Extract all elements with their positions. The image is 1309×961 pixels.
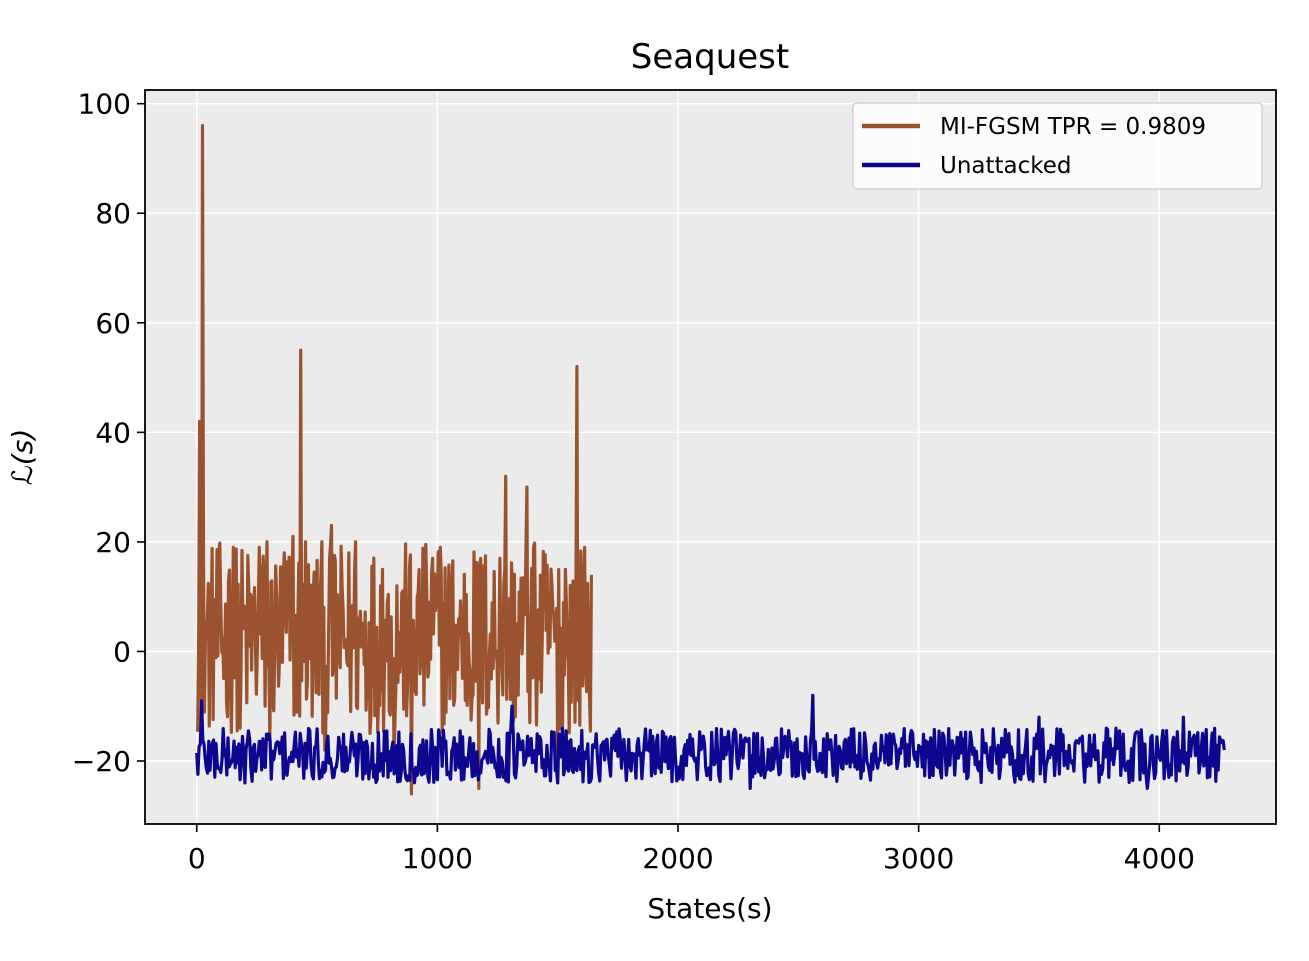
y-tick-label: −20 [72, 745, 131, 778]
legend-label-mi-fgsm: MI-FGSM TPR = 0.9809 [940, 114, 1206, 140]
series-unattacked [195, 693, 1226, 790]
legend-box [852, 102, 1263, 190]
x-tick-label: 2000 [642, 842, 713, 875]
legend-label-unattacked: Unattacked [940, 153, 1072, 179]
y-tick-label: 0 [113, 635, 131, 668]
y-tick-label: 40 [95, 416, 131, 449]
series-layer [195, 124, 1226, 796]
y-tick-label: 100 [78, 88, 131, 121]
plot-area [145, 90, 1276, 824]
x-tick-label: 4000 [1124, 842, 1195, 875]
y-tick-label: 60 [95, 307, 131, 340]
chart-title: Seaquest [631, 37, 789, 77]
legend: MI-FGSM TPR = 0.9809 Unattacked [852, 102, 1263, 190]
x-axis-title: States(s) [647, 892, 772, 925]
y-axis-title: ℒ(s) [6, 429, 39, 486]
x-tick-label: 0 [188, 842, 206, 875]
x-tick-label: 1000 [402, 842, 473, 875]
x-tick-label: 3000 [883, 842, 954, 875]
grid [145, 90, 1276, 824]
ticks: 0 1000 2000 3000 4000 −20 0 20 40 60 80 100 [72, 88, 1195, 875]
plot-frame [144, 89, 1277, 825]
y-tick-label: 80 [95, 197, 131, 230]
y-tick-label: 20 [95, 526, 131, 559]
